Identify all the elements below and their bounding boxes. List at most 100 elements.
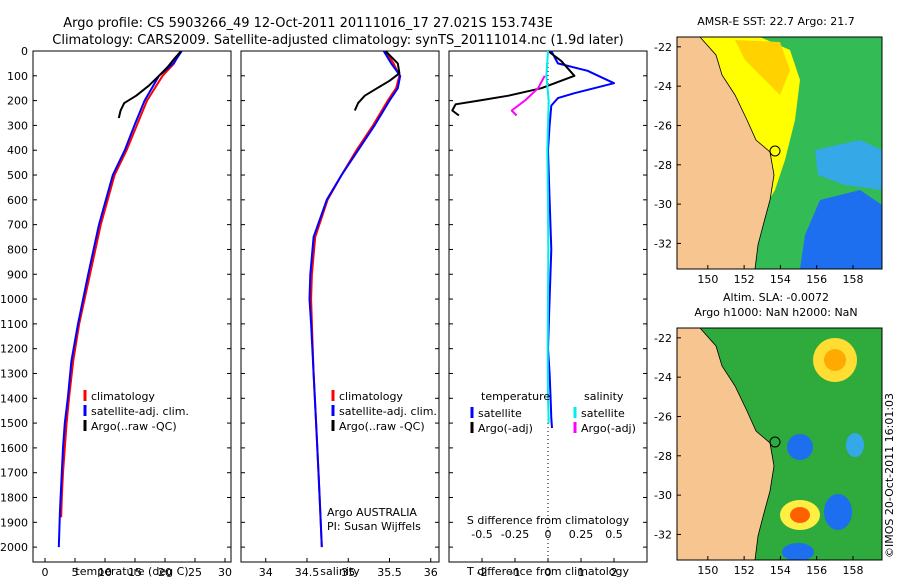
float-marker <box>769 145 781 157</box>
series-line <box>310 50 401 548</box>
series-line <box>510 75 546 117</box>
y-tick-label: 1700 <box>0 467 28 480</box>
series-line <box>308 50 402 548</box>
x-tick-label: 0 <box>42 566 49 579</box>
plot-frame <box>32 50 232 563</box>
difference-panel: -2 -1 0 1 2T difference from climatology -0.5… <box>448 50 648 579</box>
profile-annotation: PI: Susan Wijffels <box>327 520 421 533</box>
top-x-axis-label: S difference from climatology <box>467 514 630 527</box>
y-tick-label: 300 <box>7 119 28 132</box>
y-tick-label: 0 <box>21 45 28 58</box>
legend-label: Argo(-adj) <box>478 422 533 435</box>
top-x-tick-label: 0.5 <box>605 528 623 541</box>
map-y-tick-label: -30 <box>654 489 672 502</box>
sla-low-anomaly <box>824 494 852 530</box>
x-tick-label: 25 <box>188 566 202 579</box>
y-tick-label: 1800 <box>0 492 28 505</box>
y-tick-label: 1400 <box>0 392 28 405</box>
sla-high-core <box>824 349 846 371</box>
y-tick-label: 1900 <box>0 516 28 529</box>
figure-title-line2: Climatology: CARS2009. Satellite-adjuste… <box>52 33 624 48</box>
map-x-tick-label: 156 <box>806 273 827 286</box>
map-x-tick-label: 154 <box>770 273 791 286</box>
sst-map: AMSR-E SST: 22.7 Argo: 21.7 150 152 154 156… <box>654 15 883 286</box>
sla-low-anomaly <box>782 543 814 560</box>
x-tick-label: 0 <box>545 566 552 579</box>
series-line <box>545 50 550 424</box>
x-tick-label: 1 <box>578 566 585 579</box>
series-line <box>57 50 183 548</box>
x-tick-label: 36 <box>424 566 438 579</box>
map-y-tick-label: -28 <box>654 159 672 172</box>
legend-label: climatology <box>91 390 155 403</box>
x-tick-label: -2 <box>477 566 488 579</box>
legend-label: Argo(..raw -QC) <box>91 420 177 433</box>
sla-map: Altim. SLA: -0.0072 Argo h1000: NaN h200… <box>654 291 883 577</box>
x-tick-label: 20 <box>158 566 172 579</box>
sst-cool-patch <box>815 140 882 190</box>
map-y-tick-label: -24 <box>654 371 672 384</box>
map-x-tick-label: 152 <box>734 273 755 286</box>
sla-map-frame <box>676 327 883 561</box>
y-tick-label: 500 <box>7 169 28 182</box>
sla-map-axes: 150 152 154 156 158 -22 -24 -26 -28 -30 -32 <box>654 332 863 577</box>
temperature-panel: 0100200300400500600700800900100011001200… <box>0 45 232 579</box>
legend-label: satellite-adj. clim. <box>339 405 437 418</box>
map-y-tick-label: -22 <box>654 41 672 54</box>
y-tick-label: 900 <box>7 268 28 281</box>
legend-label: satellite <box>581 407 625 420</box>
x-tick-label: 30 <box>218 566 232 579</box>
map-x-tick-label: 158 <box>842 273 863 286</box>
sst-warm-core <box>735 40 790 95</box>
y-tick-label: 2000 <box>0 541 28 554</box>
sla-low-anomaly <box>787 434 813 460</box>
legend-label: satellite <box>478 407 522 420</box>
y-tick-label: 800 <box>7 243 28 256</box>
series-line <box>353 50 401 111</box>
y-tick-label: 200 <box>7 95 28 108</box>
series-line <box>60 50 182 518</box>
legend-label: satellite-adj. clim. <box>91 405 189 418</box>
top-x-tick-label: 0 <box>545 528 552 541</box>
legend-header: salinity <box>584 390 624 403</box>
y-tick-label: 1300 <box>0 367 28 380</box>
series-line <box>451 50 576 117</box>
map-y-tick-label: -30 <box>654 198 672 211</box>
sla-high-core <box>790 507 810 523</box>
top-x-tick-label: 0.25 <box>569 528 594 541</box>
x-tick-label: 35.5 <box>377 566 402 579</box>
y-tick-label: 1500 <box>0 417 28 430</box>
map-y-tick-label: -26 <box>654 119 672 132</box>
x-tick-label: 35 <box>341 566 355 579</box>
sla-low-anomaly <box>846 433 864 457</box>
y-tick-label: 1000 <box>0 293 28 306</box>
x-tick-label: -1 <box>510 566 521 579</box>
series-line <box>547 50 615 429</box>
top-x-tick-label: -0.5 <box>471 528 492 541</box>
figure-title-line1: Argo profile: CS 5903266_49 12-Oct-2011 … <box>63 16 553 31</box>
map-x-tick-label: 154 <box>770 564 791 577</box>
x-tick-label: 5 <box>72 566 79 579</box>
sla-map-title-line1: Altim. SLA: -0.0072 <box>723 291 829 304</box>
y-tick-label: 1100 <box>0 318 28 331</box>
x-tick-label: 10 <box>98 566 112 579</box>
x-tick-label: 15 <box>128 566 142 579</box>
sst-map-title: AMSR-E SST: 22.7 Argo: 21.7 <box>697 15 855 28</box>
map-x-tick-label: 150 <box>697 273 718 286</box>
map-y-tick-label: -32 <box>654 237 672 250</box>
y-tick-label: 100 <box>7 70 28 83</box>
salinity-panel: 34 34.5 35 35.5 36 salinity climatology satelli… <box>240 50 440 579</box>
sst-cool-region <box>800 190 882 269</box>
x-tick-label: 34.5 <box>295 566 320 579</box>
profile-annotation: Argo AUSTRALIA <box>327 506 417 519</box>
y-tick-label: 400 <box>7 144 28 157</box>
y-tick-label: 600 <box>7 194 28 207</box>
legend-label: Argo(..raw -QC) <box>339 420 425 433</box>
x-axis-label: T difference from climatology <box>466 565 629 578</box>
map-y-tick-label: -26 <box>654 410 672 423</box>
imos-watermark: ©IMOS 20-Oct-2011 16:01:03 <box>883 393 896 558</box>
map-x-tick-label: 156 <box>806 564 827 577</box>
x-axis-label: temperature (deg C) <box>75 565 188 578</box>
map-y-tick-label: -24 <box>654 80 672 93</box>
x-tick-label: 2 <box>611 566 618 579</box>
